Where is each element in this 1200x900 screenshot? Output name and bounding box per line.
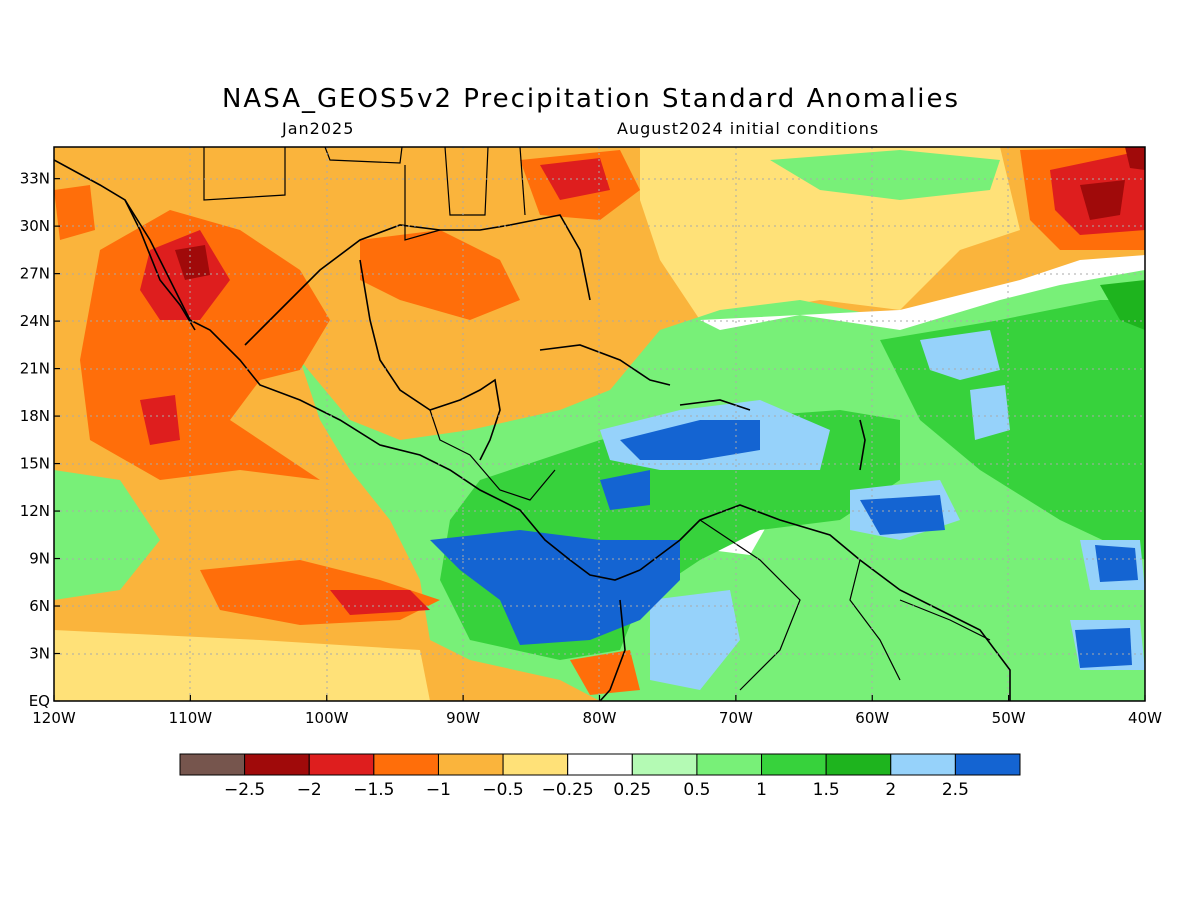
colorbar-swatch: [179, 753, 246, 776]
colorbar-label: −0.5: [482, 780, 523, 800]
colorbar-swatch: [631, 753, 698, 776]
anomaly-blue-caribbean2: [600, 470, 650, 510]
y-tick-label: 30N: [20, 217, 50, 235]
colorbar-swatch: [567, 753, 633, 776]
coast-pacific-mexico: [54, 159, 641, 581]
anomaly-orange-ecuador: [570, 650, 640, 695]
coast-gulf: [244, 214, 591, 346]
y-tick-label: 3N: [29, 645, 50, 663]
y-tick-label: 15N: [20, 455, 50, 473]
colorbar-label: −2.5: [224, 780, 265, 800]
border-texas: [404, 165, 441, 241]
colorbar-swatch: [696, 753, 763, 776]
y-tick-label: 24N: [20, 312, 50, 330]
coast-yucatan: [359, 259, 501, 461]
colorbar-swatch: [825, 753, 892, 776]
anomaly-red-pacific: [140, 395, 180, 445]
anomaly-light-south: [54, 630, 430, 701]
y-tick-label: 12N: [20, 502, 50, 520]
border-states-2: [519, 147, 526, 216]
anomaly-lightblue-atlantic2: [970, 385, 1010, 440]
anomaly-neutral-band: [700, 255, 1145, 330]
y-tick-label: 21N: [20, 360, 50, 378]
y-tick-label: 18N: [20, 407, 50, 425]
colorbar-label: 1: [756, 780, 767, 800]
colorbar-swatch: [502, 753, 569, 776]
anomaly-blue-far-east: [1095, 545, 1138, 582]
anomaly-red-pacific-south: [330, 590, 430, 615]
border-states-1: [444, 147, 489, 216]
anomaly-orange-gulf: [360, 230, 520, 320]
anomaly-green-west: [54, 470, 160, 600]
x-tick-label: 110W: [169, 709, 213, 727]
colorbar-label: −0.25: [542, 780, 594, 800]
anomaly-blue-atlantic: [860, 495, 945, 535]
coast-colombia-pacific: [599, 599, 626, 701]
colorbar-label: 2: [885, 780, 896, 800]
coast-hispaniola: [679, 399, 751, 411]
anomaly-darkred-corner: [1125, 147, 1145, 170]
colorbar-swatch: [437, 753, 504, 776]
anomaly-darkred-atlantic: [1080, 180, 1125, 220]
anomaly-blue-caribbean: [620, 420, 760, 460]
anomaly-blue-southeast: [1075, 628, 1132, 668]
forecast-month: Jan2025: [282, 119, 355, 138]
x-tick-label: 40W: [1128, 709, 1162, 727]
colorbar-label: −1.5: [353, 780, 394, 800]
border-central-america: [429, 409, 556, 501]
coast-antilles: [859, 419, 866, 471]
border-venezuela-colombia: [699, 519, 801, 691]
coast-cuba: [539, 344, 671, 386]
anomaly-orange-mexico-pacific: [80, 210, 330, 480]
border-suriname: [899, 599, 991, 641]
colorbar-label: 0.5: [683, 780, 710, 800]
colorbar-label: −1: [426, 780, 451, 800]
anomaly-darkred-mexico: [175, 245, 210, 280]
x-tick-label: 70W: [719, 709, 753, 727]
colorbar-swatch: [761, 753, 827, 776]
x-tick-label: 90W: [446, 709, 480, 727]
axes: 120W 110W 100W 90W 80W 70W 60W 50W 40W EQ 3N 6N 9N 12…: [20, 170, 1162, 727]
initial-conditions: August2024 initial conditions: [617, 119, 880, 138]
anomaly-orange-west: [54, 185, 95, 240]
x-tick-label: 50W: [992, 709, 1026, 727]
x-tick-label: 80W: [583, 709, 617, 727]
y-tick-label: 33N: [20, 170, 50, 188]
border-us-mexico-west: [203, 147, 286, 201]
colorbar-label: −2: [297, 780, 322, 800]
coast-baja: [124, 199, 196, 331]
anomaly-green-deep: [1100, 280, 1145, 330]
colorbar-swatch: [954, 753, 1021, 776]
colorbar-label: 1.5: [813, 780, 840, 800]
y-tick-label: 9N: [29, 550, 50, 568]
anomaly-field: [54, 147, 1145, 701]
colorbar-swatch: [890, 753, 956, 776]
colorbar-swatch: [244, 753, 310, 776]
anomaly-red-southeast-us: [540, 158, 610, 200]
y-tick-label: 6N: [29, 597, 50, 615]
colorbar-swatch: [373, 753, 439, 776]
x-tick-label: 100W: [305, 709, 349, 727]
colorbar-label: 0.25: [613, 780, 651, 800]
anomaly-lightblue-colombia: [650, 590, 740, 690]
coast-south-america-north: [639, 504, 1011, 701]
y-tick-label: EQ: [29, 692, 50, 710]
colorbar: −2.5 −2 −1.5 −1 −0.5 −0.25 0.25 0.5 1 1.5 2 2.5: [179, 753, 1021, 800]
anomaly-lightblue-atlantic: [920, 330, 1000, 380]
chart-title: NASA_GEOS5v2 Precipitation Standard Anom…: [221, 84, 961, 114]
colorbar-label: 2.5: [942, 780, 969, 800]
coastlines: [54, 159, 1011, 701]
x-tick-label: 60W: [855, 709, 889, 727]
gridlines: [54, 147, 1145, 701]
colorbar-swatch: [308, 753, 375, 776]
y-tick-label: 27N: [20, 265, 50, 283]
x-tick-label: 120W: [32, 709, 76, 727]
anomaly-green-north: [770, 150, 1000, 200]
border-guyana: [849, 559, 901, 681]
